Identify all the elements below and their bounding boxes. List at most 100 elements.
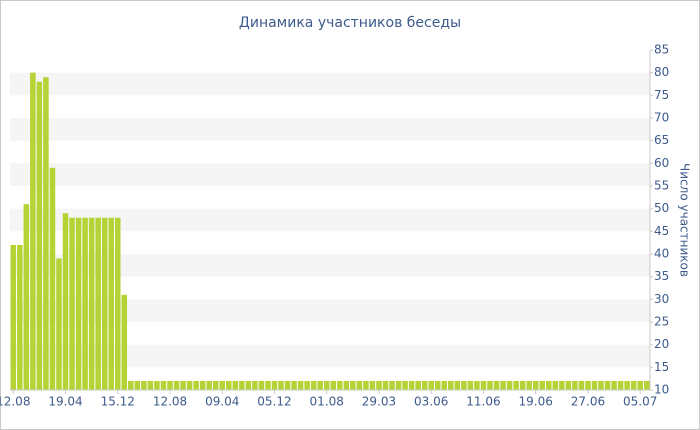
bar: [337, 380, 343, 390]
bar: [199, 380, 206, 390]
y-tick-label: 55: [654, 179, 669, 193]
bar: [382, 380, 389, 390]
bar: [559, 380, 565, 390]
bar: [160, 380, 167, 390]
bar: [23, 204, 30, 390]
bar: [36, 81, 43, 390]
y-tick-label: 40: [654, 247, 669, 261]
y-tick-label: 30: [654, 292, 669, 306]
bar: [30, 72, 36, 391]
grid-band: [10, 208, 650, 232]
bar: [611, 380, 617, 390]
bar: [304, 380, 310, 390]
x-tick-label: 09.04: [205, 395, 239, 409]
bar: [637, 380, 643, 390]
bar: [245, 380, 252, 390]
bar: [252, 380, 258, 390]
bar: [186, 380, 193, 390]
bar: [598, 380, 604, 390]
bar: [448, 380, 454, 390]
bar: [226, 380, 232, 390]
x-tick-label: 19.06: [519, 395, 553, 409]
bar: [441, 380, 448, 390]
bar: [147, 380, 154, 390]
bar: [552, 380, 559, 390]
bar: [265, 380, 271, 390]
y-tick-label: 65: [654, 133, 669, 147]
bar: [75, 217, 82, 390]
bar: [180, 380, 186, 390]
bar: [617, 380, 624, 390]
bar: [565, 380, 572, 390]
bar: [95, 217, 101, 390]
bar: [206, 380, 212, 390]
bar: [578, 380, 585, 390]
bar: [572, 380, 578, 390]
bar: [167, 380, 173, 390]
grid-band: [10, 344, 650, 368]
bar: [500, 380, 506, 390]
bar: [415, 380, 421, 390]
bar: [114, 217, 121, 390]
bar: [356, 380, 363, 390]
bar: [487, 380, 493, 390]
y-tick-label: 20: [654, 337, 669, 351]
x-tick-label: 15.12: [101, 395, 135, 409]
bar: [10, 244, 17, 390]
bar: [369, 380, 376, 390]
bar: [532, 380, 539, 390]
bar: [219, 380, 226, 390]
y-tick-label: 10: [654, 383, 669, 397]
bar: [480, 380, 487, 390]
bar: [88, 217, 95, 390]
x-tick-label: 27.06: [571, 395, 605, 409]
bar: [402, 380, 408, 390]
bar: [343, 380, 350, 390]
bar: [513, 380, 519, 390]
bar: [330, 380, 337, 390]
bar: [474, 380, 480, 390]
x-tick-label: 03.06: [414, 395, 448, 409]
bar: [291, 380, 297, 390]
bar: [323, 380, 330, 390]
grid-band: [10, 72, 650, 96]
bar: [389, 380, 395, 390]
bar: [363, 380, 369, 390]
bar: [591, 380, 598, 390]
y-tick-label: 45: [654, 224, 669, 238]
grid-band: [10, 299, 650, 322]
bar: [278, 380, 284, 390]
bar: [454, 380, 461, 390]
bar: [376, 380, 382, 390]
bar: [134, 380, 141, 390]
bar: [232, 380, 239, 390]
bar: [121, 294, 128, 390]
grid-band: [10, 118, 650, 141]
x-tick-label: 01.08: [310, 395, 344, 409]
bar: [585, 380, 591, 390]
bar: [141, 380, 147, 390]
y-axis-title: Число участников: [678, 163, 692, 277]
bar: [467, 380, 474, 390]
bar: [310, 380, 317, 390]
bar: [297, 380, 304, 390]
x-tick-label: 05.12: [257, 395, 291, 409]
bar: [56, 258, 62, 390]
bar: [604, 380, 611, 390]
bar: [43, 77, 49, 390]
x-tick-label: 12.08: [0, 395, 30, 409]
bar: [350, 380, 356, 390]
x-tick-label: 19.04: [48, 395, 82, 409]
x-tick-label: 12.08: [153, 395, 187, 409]
x-tick-label: 11.06: [466, 395, 500, 409]
y-tick-label: 15: [654, 360, 669, 374]
bar: [428, 380, 434, 390]
bar: [643, 380, 650, 390]
bar: [493, 380, 500, 390]
bar: [258, 380, 265, 390]
bar: [271, 380, 278, 390]
bar: [154, 380, 160, 390]
bar: [546, 380, 552, 390]
x-tick-label: 29.03: [362, 395, 396, 409]
